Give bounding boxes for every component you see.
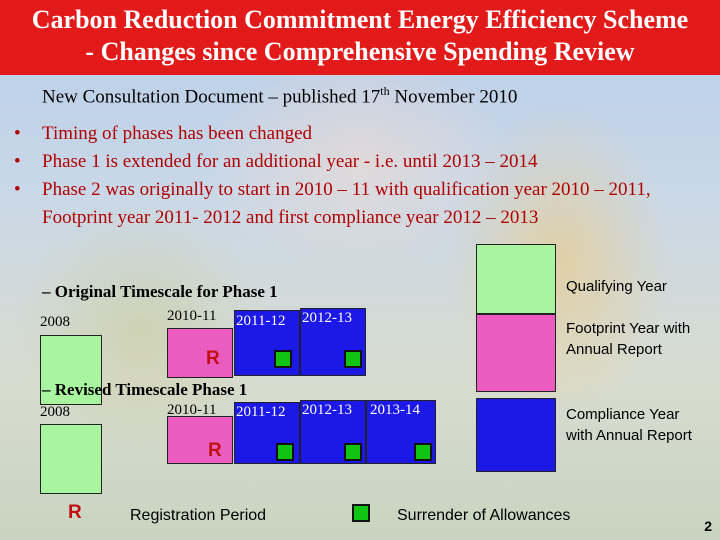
legend-compliance-swatch (476, 398, 556, 472)
slide-title-line-2: - Changes since Comprehensive Spending R… (85, 37, 635, 66)
subtitle-text: New Consultation Document – published 17 (42, 86, 381, 108)
original-footprint-box (167, 328, 233, 378)
revised-year-2012-13: 2012-13 (302, 402, 352, 418)
legend-qualifying-swatch (476, 244, 556, 314)
legend-qualifying-label: Qualifying Year (566, 278, 667, 295)
page-number: 2 (704, 518, 712, 534)
revised-registration-marker: R (208, 440, 222, 461)
original-timescale-heading: – Original Timescale for Phase 1 (42, 282, 278, 301)
subtitle: New Consultation Document – published 17… (42, 84, 517, 108)
bullet-text: Phase 1 is extended for an additional ye… (42, 151, 538, 172)
revised-year-2013-14: 2013-14 (370, 402, 420, 418)
bullet-item: • Phase 2 was originally to start in 2010… (14, 176, 714, 232)
revised-year-2011-12: 2011-12 (236, 404, 286, 420)
bullet-text: Phase 2 was originally to start in 2010 … (42, 179, 651, 228)
revised-timescale-heading: – Revised Timescale Phase 1 (42, 380, 248, 399)
revised-surrender-square-3 (414, 443, 432, 461)
revised-footprint-box (167, 416, 233, 464)
original-year-2010-11: 2010-11 (167, 308, 217, 324)
revised-surrender-square-1 (276, 443, 294, 461)
bullet-dot-icon: • (14, 151, 21, 172)
bullet-dot-icon: • (14, 123, 21, 144)
legend-footprint-label: Footprint Year with Annual Report (566, 320, 691, 358)
original-year-2008: 2008 (40, 314, 70, 330)
original-registration-marker: R (206, 348, 220, 369)
revised-qualifying-box (40, 424, 102, 494)
legend-footprint-swatch (476, 314, 556, 392)
original-year-2012-13-label: 2012-13 (302, 310, 352, 326)
bottom-legend-r-marker: R (68, 502, 82, 523)
original-qualifying-box (40, 335, 102, 405)
bottom-legend-registration-label: Registration Period (130, 507, 267, 524)
revised-year-2010-11: 2010-11 (167, 402, 217, 418)
bullet-list: • Timing of phases has been changed • Phas… (14, 120, 714, 232)
legend-compliance-label: Compliance Year with Annual Report (566, 406, 692, 444)
slide-title-line-1: Carbon Reduction Commitment Energy Effic… (31, 5, 689, 34)
original-surrender-square-1 (274, 350, 292, 368)
original-surrender-square-2 (344, 350, 362, 368)
slide-title: Carbon Reduction Commitment Energy Effic… (0, 0, 720, 75)
bottom-legend-surrender-square (352, 504, 370, 522)
original-year-2011-12-label: 2011-12 (236, 313, 286, 329)
revised-surrender-square-2 (344, 443, 362, 461)
bottom-legend-surrender-label: Surrender of Allowances (397, 507, 571, 524)
revised-year-2008: 2008 (40, 404, 70, 420)
subtitle-text-end: November 2010 (389, 86, 518, 108)
bullet-dot-icon: • (14, 179, 21, 200)
bullet-item: • Timing of phases has been changed (14, 120, 714, 148)
bullet-text: Timing of phases has been changed (42, 123, 312, 144)
subtitle-superscript: th (380, 84, 390, 98)
bullet-item: • Phase 1 is extended for an additional y… (14, 148, 714, 176)
